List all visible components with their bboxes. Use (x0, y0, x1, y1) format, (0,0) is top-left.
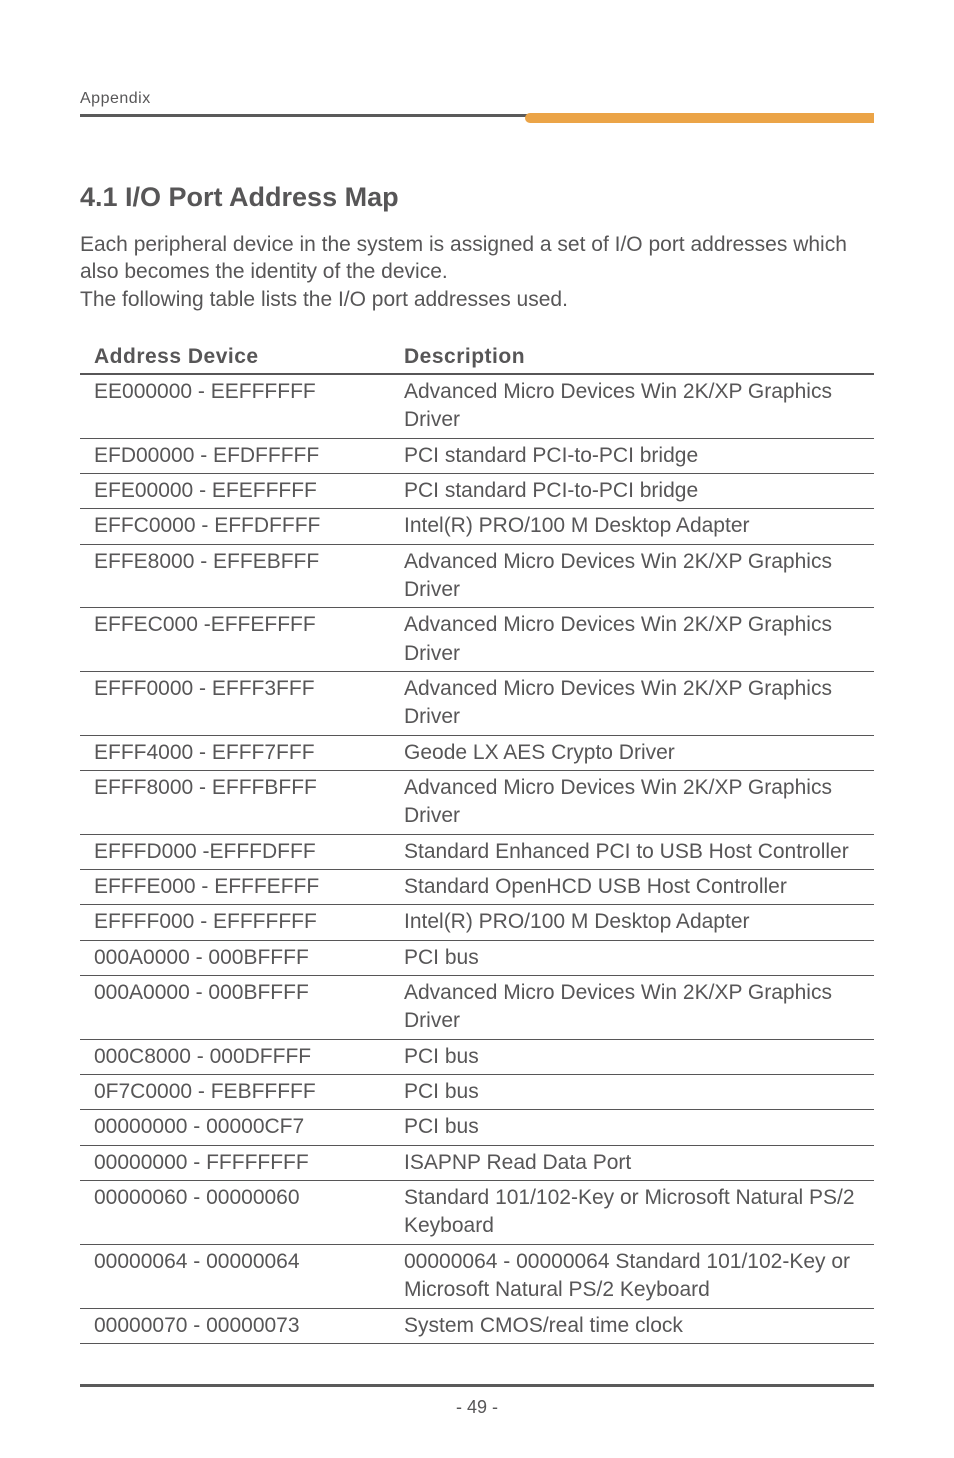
table-row: 0F7C0000 - FEBFFFFFPCI bus (80, 1075, 874, 1110)
cell-description: Advanced Micro Devices Win 2K/XP Graphic… (390, 544, 874, 608)
cell-description: System CMOS/real time clock (390, 1308, 874, 1343)
intro-line-1: Each peripheral device in the system is … (80, 233, 847, 283)
table-row: EFFF4000 - EFFF7FFFGeode LX AES Crypto D… (80, 735, 874, 770)
table-row: EE000000 - EEFFFFFFAdvanced Micro Device… (80, 374, 874, 438)
cell-description: Geode LX AES Crypto Driver (390, 735, 874, 770)
cell-description: Standard OpenHCD USB Host Controller (390, 870, 874, 905)
table-row: EFFC0000 - EFFDFFFFIntel(R) PRO/100 M De… (80, 509, 874, 544)
col-header-address: Address Device (80, 341, 390, 374)
table-row: EFFEC000 -EFFEFFFFAdvanced Micro Devices… (80, 608, 874, 672)
cell-address: 000A0000 - 000BFFFF (80, 940, 390, 975)
header-label: Appendix (80, 90, 874, 108)
cell-address: EFFC0000 - EFFDFFFF (80, 509, 390, 544)
cell-address: EFFFE000 - EFFFEFFF (80, 870, 390, 905)
cell-description: Intel(R) PRO/100 M Desktop Adapter (390, 905, 874, 940)
cell-description: PCI bus (390, 1075, 874, 1110)
cell-description: PCI bus (390, 1039, 874, 1074)
intro-text: Each peripheral device in the system is … (80, 231, 874, 313)
cell-description: Intel(R) PRO/100 M Desktop Adapter (390, 509, 874, 544)
table-row: EFFFF000 - EFFFFFFFIntel(R) PRO/100 M De… (80, 905, 874, 940)
cell-address: 00000064 - 00000064 (80, 1244, 390, 1308)
cell-description: Advanced Micro Devices Win 2K/XP Graphic… (390, 976, 874, 1040)
col-header-description: Description (390, 341, 874, 374)
table-row: 000C8000 - 000DFFFFPCI bus (80, 1039, 874, 1074)
cell-description: Advanced Micro Devices Win 2K/XP Graphic… (390, 608, 874, 672)
table-row: EFFFE000 - EFFFEFFFStandard OpenHCD USB … (80, 870, 874, 905)
table-row: EFFF8000 - EFFFBFFFAdvanced Micro Device… (80, 771, 874, 835)
cell-description: Standard Enhanced PCI to USB Host Contro… (390, 834, 874, 869)
cell-address: 000A0000 - 000BFFFF (80, 976, 390, 1040)
cell-address: EFFEC000 -EFFEFFFF (80, 608, 390, 672)
cell-address: EFFFF000 - EFFFFFFF (80, 905, 390, 940)
cell-description: ISAPNP Read Data Port (390, 1145, 874, 1180)
header-rule (80, 114, 874, 122)
table-row: EFFFD000 -EFFFDFFFStandard Enhanced PCI … (80, 834, 874, 869)
table-row: EFFF0000 - EFFF3FFFAdvanced Micro Device… (80, 671, 874, 735)
cell-address: EFFE8000 - EFFEBFFF (80, 544, 390, 608)
cell-address: 0F7C0000 - FEBFFFFF (80, 1075, 390, 1110)
cell-description: Advanced Micro Devices Win 2K/XP Graphic… (390, 671, 874, 735)
cell-address: EFFF4000 - EFFF7FFF (80, 735, 390, 770)
footer-rule (80, 1384, 874, 1387)
table-row: 000A0000 - 000BFFFFPCI bus (80, 940, 874, 975)
table-row: EFD00000 - EFDFFFFFPCI standard PCI-to-P… (80, 438, 874, 473)
table-row: 00000070 - 00000073System CMOS/real time… (80, 1308, 874, 1343)
cell-address: 00000000 - FFFFFFFF (80, 1145, 390, 1180)
table-row: 00000064 - 0000006400000064 - 00000064 S… (80, 1244, 874, 1308)
cell-address: EFFFD000 -EFFFDFFF (80, 834, 390, 869)
cell-address: 00000060 - 00000060 (80, 1181, 390, 1245)
cell-address: EE000000 - EEFFFFFF (80, 374, 390, 438)
cell-description: Advanced Micro Devices Win 2K/XP Graphic… (390, 771, 874, 835)
cell-address: 000C8000 - 000DFFFF (80, 1039, 390, 1074)
cell-address: EFFF8000 - EFFFBFFF (80, 771, 390, 835)
address-table: Address Device Description EE000000 - EE… (80, 341, 874, 1344)
cell-description: PCI bus (390, 1110, 874, 1145)
intro-line-2: The following table lists the I/O port a… (80, 288, 568, 311)
cell-description: PCI standard PCI-to-PCI bridge (390, 438, 874, 473)
cell-address: 00000070 - 00000073 (80, 1308, 390, 1343)
table-row: EFE00000 - EFEFFFFFPCI standard PCI-to-P… (80, 473, 874, 508)
cell-description: 00000064 - 00000064 Standard 101/102-Key… (390, 1244, 874, 1308)
page-header: Appendix (80, 90, 874, 122)
table-row: 00000060 - 00000060Standard 101/102-Key … (80, 1181, 874, 1245)
cell-address: EFFF0000 - EFFF3FFF (80, 671, 390, 735)
cell-description: Advanced Micro Devices Win 2K/XP Graphic… (390, 374, 874, 438)
table-row: 00000000 - FFFFFFFFISAPNP Read Data Port (80, 1145, 874, 1180)
table-row: 00000000 - 00000CF7PCI bus (80, 1110, 874, 1145)
page-number: - 49 - (80, 1397, 874, 1418)
table-header-row: Address Device Description (80, 341, 874, 374)
table-row: 000A0000 - 000BFFFFAdvanced Micro Device… (80, 976, 874, 1040)
page-container: Appendix 4.1 I/O Port Address Map Each p… (0, 0, 954, 1458)
section-title: 4.1 I/O Port Address Map (80, 182, 874, 213)
cell-description: Standard 101/102-Key or Microsoft Natura… (390, 1181, 874, 1245)
cell-address: 00000000 - 00000CF7 (80, 1110, 390, 1145)
cell-description: PCI standard PCI-to-PCI bridge (390, 473, 874, 508)
header-rule-orange (525, 113, 874, 123)
cell-description: PCI bus (390, 940, 874, 975)
cell-address: EFE00000 - EFEFFFFF (80, 473, 390, 508)
table-row: EFFE8000 - EFFEBFFFAdvanced Micro Device… (80, 544, 874, 608)
cell-address: EFD00000 - EFDFFFFF (80, 438, 390, 473)
